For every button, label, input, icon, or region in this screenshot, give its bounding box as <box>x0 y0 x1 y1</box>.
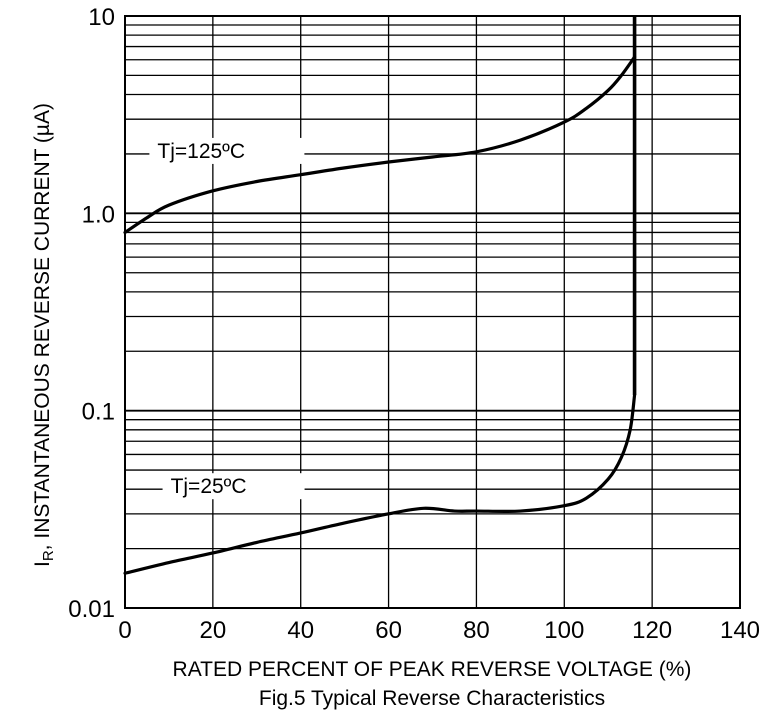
x-tick-label: 100 <box>544 617 584 644</box>
y-tick-label: 0.1 <box>82 399 115 426</box>
curve-label-background <box>162 473 305 500</box>
series-line <box>123 393 637 575</box>
x-tick-label: 120 <box>632 617 672 644</box>
x-tick-label: 80 <box>463 617 490 644</box>
curve-label-background <box>149 137 305 164</box>
grid <box>124 15 741 609</box>
x-tick-label: 20 <box>200 617 227 644</box>
curve-labels: Tj=125ºC Tj=25ºC <box>149 137 305 500</box>
y-tick-label: 1.0 <box>82 201 115 228</box>
y-tick-label: 10 <box>88 4 115 31</box>
series-line <box>123 55 637 235</box>
x-tick-label: 60 <box>375 617 402 644</box>
figure-caption: Fig.5 Typical Reverse Characteristics <box>259 687 605 710</box>
x-axis-title: RATED PERCENT OF PEAK REVERSE VOLTAGE (%… <box>173 658 692 681</box>
y-axis-title-subscript: R <box>40 550 57 561</box>
y-tick-label: 0.01 <box>68 596 115 623</box>
x-tick-label: 0 <box>118 617 131 644</box>
y-axis-title-rest: , INSTANTANEOUS REVERSE CURRENT (µA) <box>31 103 54 550</box>
x-tick-label: 40 <box>287 617 314 644</box>
y-axis-title: IR, INSTANTANEOUS REVERSE CURRENT (µA) <box>31 103 57 567</box>
x-tick-label: 140 <box>720 617 760 644</box>
plot-frame <box>124 15 741 609</box>
series-lines <box>123 16 637 575</box>
curve-label: Tj=25ºC <box>171 475 247 498</box>
y-axis-title-prefix: I <box>31 561 54 567</box>
curve-label: Tj=125ºC <box>157 140 245 163</box>
tick-labels: 0 20 40 60 80 100 120 140 0.01 0.1 1.0 10 <box>68 4 760 644</box>
